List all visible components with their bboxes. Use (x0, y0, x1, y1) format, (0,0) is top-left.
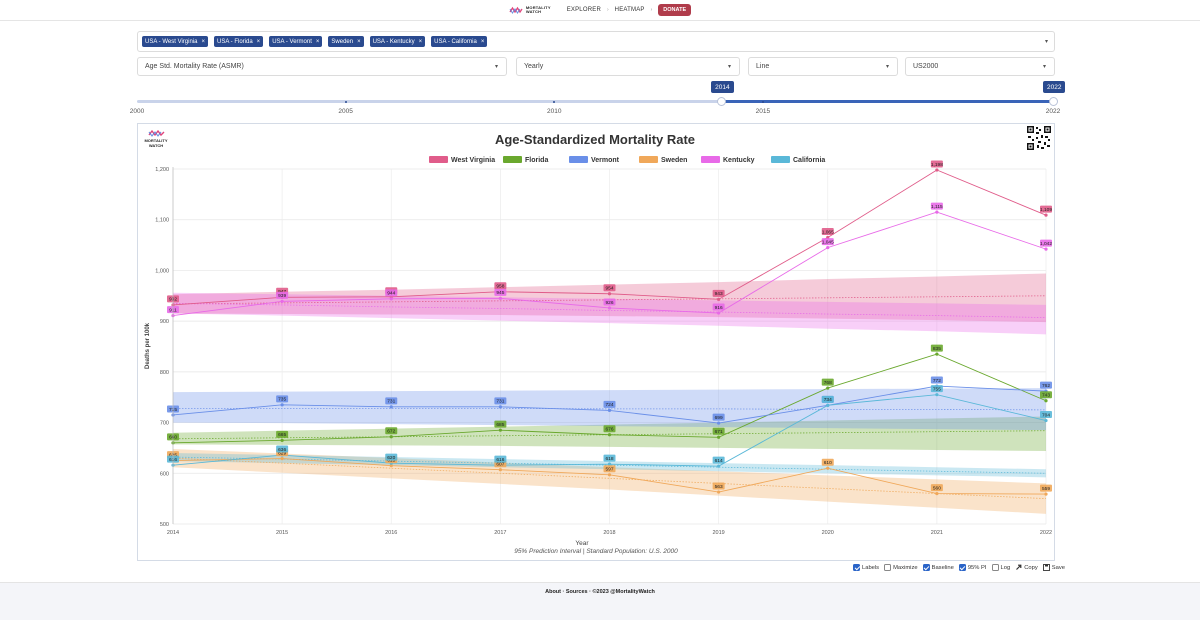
log-checkbox[interactable] (991, 564, 999, 571)
chevron-down-icon: ▾ (494, 64, 498, 70)
chevron-down-icon: ▾ (727, 64, 731, 70)
country-multiselect[interactable]: USA - West Virginia × USA - Florida × USA … (137, 31, 1055, 52)
log-toggle[interactable]: Log (991, 564, 1011, 571)
baseline-checkbox[interactable] (922, 564, 930, 571)
slider-tick-dot (761, 100, 764, 103)
qr-code-icon (1026, 125, 1052, 151)
slider-to-handle[interactable] (1048, 97, 1058, 106)
slider-track[interactable] (137, 100, 1055, 103)
top-nav: MORTALITY WATCH EXPLORER › HEATMAP › DON… (0, 0, 1200, 21)
nav-separator: › (650, 7, 653, 13)
baseline-toggle[interactable]: Baseline (922, 564, 954, 571)
slider-tick-label: 2005 (338, 108, 353, 115)
chip-label: USA - California (434, 38, 477, 45)
slider-tick-label: 2010 (547, 108, 562, 115)
chart-type-select[interactable]: Line ▾ (748, 57, 898, 76)
chip-label: USA - Florida (216, 38, 253, 45)
chip-remove-icon[interactable]: × (256, 38, 261, 45)
country-chip: USA - Vermont × (269, 36, 323, 47)
year-range-slider[interactable]: 2014 2022 2000 2005 2010 2015 2022 (130, 80, 1066, 120)
nav-explorer[interactable]: EXPLORER (566, 7, 601, 13)
country-chip: Sweden × (328, 36, 364, 47)
country-chip: USA - California × (431, 36, 488, 47)
country-chip: USA - Florida × (213, 36, 264, 47)
chip-remove-icon[interactable]: × (315, 38, 320, 45)
chevron-down-icon: ▾ (885, 64, 889, 70)
pi-option-label: 95% PI (967, 564, 987, 571)
save-label: Save (1051, 564, 1065, 571)
chip-label: Sweden (331, 38, 354, 45)
chart-options: Labels Maximize Baseline 95% PI Log Copy… (853, 564, 1067, 571)
maximize-checkbox[interactable] (884, 564, 892, 571)
chart-logo-line1: MORTALITY (144, 138, 167, 143)
logo-icon (509, 6, 523, 14)
chip-remove-icon[interactable]: × (357, 38, 361, 45)
chart-logo-line2: WATCH (149, 143, 163, 148)
slider-from-tooltip: 2014 (711, 81, 734, 93)
log-option-label: Log (1000, 564, 1011, 571)
std-population-select-value: US2000 (913, 63, 939, 70)
mortality-watch-logo[interactable]: MORTALITY WATCH (509, 5, 551, 15)
slider-tick-dot (553, 100, 556, 103)
nav-heatmap[interactable]: HEATMAP (614, 7, 645, 13)
slider-tick-label: 2000 (129, 108, 145, 115)
copy-label: Copy (1024, 564, 1038, 571)
chip-label: USA - Vermont (272, 38, 312, 45)
copy-button[interactable]: Copy (1015, 564, 1038, 571)
logo-icon (148, 129, 165, 137)
nav-separator: › (606, 7, 609, 13)
slider-tick-dot (344, 100, 347, 103)
period-select-value: Yearly (524, 63, 544, 70)
country-chip: USA - West Virginia × (142, 36, 208, 47)
slider-range-fill (721, 100, 1055, 103)
std-population-select[interactable]: US2000 ▾ (905, 57, 1055, 76)
labels-toggle[interactable]: Labels (853, 564, 879, 571)
chevron-down-icon: ▾ (1042, 64, 1046, 70)
logo-text-top: MORTALITY (525, 5, 551, 10)
chip-remove-icon[interactable]: × (201, 38, 205, 45)
pi-toggle[interactable]: 95% PI (958, 564, 987, 571)
metric-select[interactable]: Age Std. Mortality Rate (ASMR) ▾ (137, 57, 507, 76)
chip-label: USA - Kentucky (372, 38, 415, 45)
pi-checkbox[interactable] (958, 564, 966, 571)
slider-from-handle[interactable] (716, 97, 726, 106)
metric-select-value: Age Std. Mortality Rate (ASMR) (145, 63, 244, 70)
slider-tick-label: 2015 (755, 108, 771, 115)
chip-remove-icon[interactable]: × (480, 38, 485, 45)
maximize-toggle[interactable]: Maximize (884, 564, 918, 571)
chip-label: USA - West Virginia (145, 38, 198, 45)
save-button[interactable]: Save (1042, 564, 1065, 571)
maximize-option-label: Maximize (893, 564, 918, 571)
chart-type-select-value: Line (756, 63, 770, 70)
labels-option-label: Labels (862, 564, 880, 571)
logo-text-bottom: WATCH (525, 9, 542, 14)
baseline-option-label: Baseline (931, 564, 954, 571)
chart-panel (137, 123, 1055, 561)
footer-links[interactable]: About · Sources · ©2023 @MortalityWatch (545, 589, 655, 595)
footer: About · Sources · ©2023 @MortalityWatch (0, 582, 1200, 620)
chart-logo: MORTALITY WATCH (144, 129, 168, 148)
slider-to-tooltip: 2022 (1043, 81, 1066, 93)
labels-checkbox[interactable] (853, 564, 860, 571)
link-icon (1016, 564, 1022, 570)
country-chip: USA - Kentucky × (369, 36, 426, 47)
save-icon (1042, 564, 1050, 571)
slider-tick-label: 2022 (1045, 108, 1061, 115)
chevron-down-icon[interactable]: ▾ (1044, 39, 1048, 45)
period-select[interactable]: Yearly ▾ (516, 57, 740, 76)
chip-remove-icon[interactable]: × (418, 38, 423, 45)
donate-button[interactable]: DONATE (658, 4, 692, 16)
